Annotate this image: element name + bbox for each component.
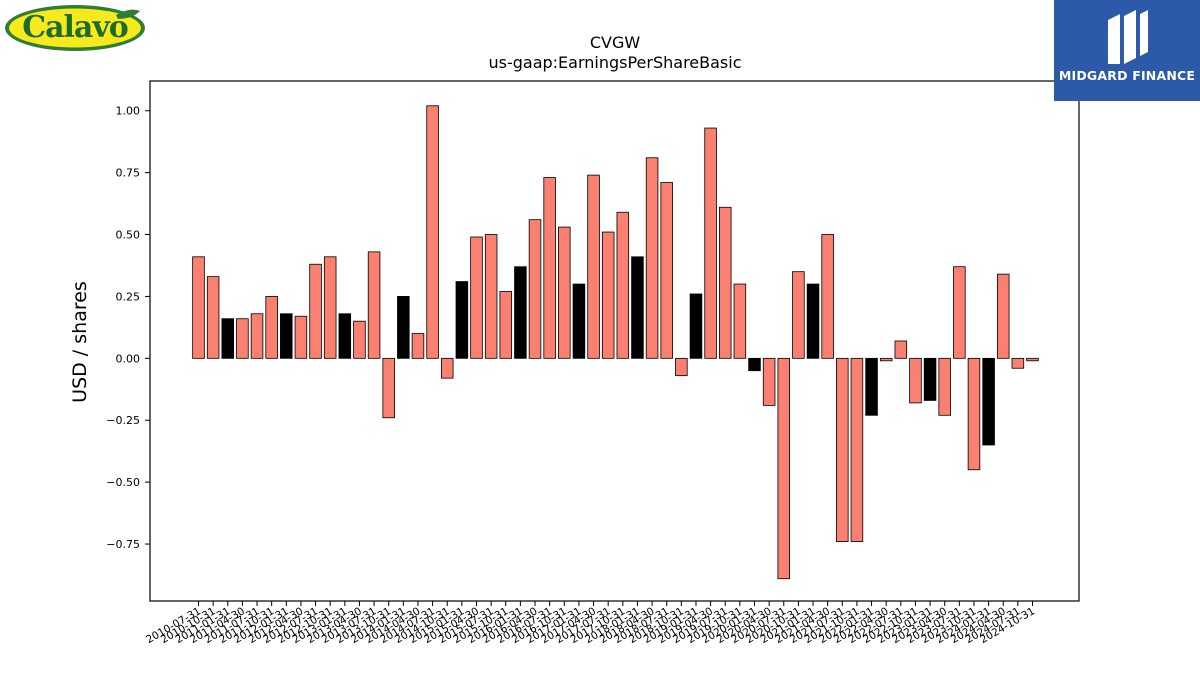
bar-2017-10-31: [616, 211, 630, 359]
y-tick-label: 0.00: [116, 352, 141, 365]
calavo-logo-text: Calavo: [22, 10, 129, 45]
bar-2019-10-31: [733, 283, 747, 359]
bar-2015-04-30: [470, 236, 483, 359]
bar-2022-10-31: [909, 357, 922, 404]
bar-2013-01-31: [338, 313, 352, 359]
bar-2012-01-31: [280, 313, 293, 359]
bar-2023-01-31: [923, 357, 937, 401]
bar-2019-04-30: [704, 127, 717, 359]
bar-2014-01-31: [397, 296, 410, 359]
midgard-logo-text: MIDGARD FINANCE: [1058, 68, 1196, 83]
bar-2015-07-31: [484, 234, 498, 359]
y-axis-ticks: −0.75 −0.50 −0.25 0.00 0.25 0.50 0.75 1.00: [106, 105, 150, 551]
y-tick-label: 1.00: [116, 105, 141, 118]
calavo-logo: Calavo: [4, 3, 146, 53]
bar-2023-07-31: [953, 266, 966, 359]
bar-2023-10-31: [967, 357, 981, 471]
bar-2010-10-31: [206, 276, 220, 359]
bars-layer: [192, 105, 1039, 580]
bar-2018-04-30: [645, 157, 659, 359]
bar-2021-07-31: [836, 357, 849, 542]
y-tick-label: −0.75: [106, 538, 140, 551]
bar-2020-04-30: [762, 357, 776, 406]
bar-2011-10-31: [265, 296, 278, 359]
bar-2018-01-31: [631, 256, 644, 359]
bar-2014-10-31: [440, 357, 454, 379]
bar-2012-10-31: [323, 256, 337, 359]
bar-2022-04-30: [879, 357, 893, 362]
bar-2024-04-30: [996, 273, 1010, 359]
bar-2014-07-31: [426, 105, 439, 359]
x-axis-ticks: 2010-07-312010-10-312011-01-312011-04-30…: [144, 601, 1037, 646]
bar-2022-07-31: [894, 340, 908, 359]
bar-2017-07-31: [601, 231, 615, 359]
bar-2012-04-30: [294, 315, 308, 359]
bar-2016-04-30: [528, 219, 542, 359]
bar-2016-01-31: [514, 266, 527, 359]
chart-subtitle: us-gaap:EarningsPerShareBasic: [488, 53, 741, 72]
bar-2021-10-31: [850, 357, 864, 542]
bar-2012-07-31: [309, 263, 322, 359]
bar-2020-01-31: [748, 357, 761, 372]
plot-frame: [149, 80, 1080, 602]
y-tick-label: 0.75: [116, 167, 141, 180]
bar-2013-10-31: [382, 357, 395, 419]
calavo-logo-badge-icon: [5, 5, 145, 51]
midgard-mark-icon: [1108, 10, 1148, 64]
bar-2021-01-31: [806, 283, 820, 359]
y-tick-label: −0.25: [106, 414, 140, 427]
bar-2013-07-31: [367, 251, 381, 359]
bar-2020-10-31: [792, 271, 805, 359]
bar-2022-01-31: [865, 357, 878, 416]
bar-2016-10-31: [558, 226, 571, 359]
bar-2017-01-31: [572, 283, 586, 359]
bar-2018-07-31: [660, 182, 673, 359]
bar-2019-07-31: [718, 206, 732, 359]
bar-2024-10-31: [1026, 357, 1039, 362]
bar-2016-07-31: [543, 177, 556, 359]
chart-title: CVGW: [590, 33, 641, 52]
y-tick-label: 0.25: [116, 290, 141, 303]
bar-2015-10-31: [499, 291, 513, 359]
bar-2024-01-31: [982, 357, 995, 446]
bar-2011-07-31: [250, 313, 264, 359]
bar-2019-01-31: [689, 293, 703, 359]
y-axis-label: USD / shares: [69, 281, 91, 403]
bar-2024-07-31: [1011, 357, 1025, 369]
y-tick-label: −0.50: [106, 476, 140, 489]
bar-2013-04-30: [353, 320, 366, 359]
bar-2011-01-31: [221, 318, 235, 359]
bar-2021-04-30: [821, 234, 834, 359]
bar-2018-10-31: [675, 357, 688, 377]
bar-2014-04-30: [411, 333, 425, 359]
bar-2023-04-30: [938, 357, 951, 416]
bar-2011-04-30: [236, 318, 249, 359]
bar-2020-07-31: [777, 357, 791, 580]
y-tick-label: 0.50: [116, 229, 141, 242]
bar-2010-07-31: [192, 256, 205, 359]
midgard-finance-logo: MIDGARD FINANCE: [1054, 0, 1200, 101]
bar-2017-04-30: [587, 174, 600, 359]
bar-2015-01-31: [455, 281, 469, 359]
